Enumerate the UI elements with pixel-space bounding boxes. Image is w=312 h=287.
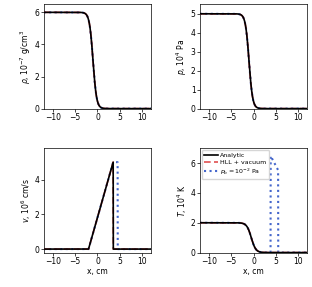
X-axis label: x, cm: x, cm: [87, 267, 108, 276]
Y-axis label: $v$, $10^{6}$ cm/s: $v$, $10^{6}$ cm/s: [20, 178, 33, 223]
Y-axis label: $\rho$, $10^{-7}$ g/cm$^3$: $\rho$, $10^{-7}$ g/cm$^3$: [19, 29, 33, 84]
Y-axis label: $p$, $10^{4}$ Pa: $p$, $10^{4}$ Pa: [175, 38, 189, 75]
X-axis label: x, cm: x, cm: [243, 267, 264, 276]
Legend: Analytic, HLL + vacuum, $p_b = 10^{-2}$ Pa: Analytic, HLL + vacuum, $p_b = 10^{-2}$ …: [202, 150, 269, 179]
Y-axis label: $T$, $10^{4}$ K: $T$, $10^{4}$ K: [176, 184, 189, 217]
